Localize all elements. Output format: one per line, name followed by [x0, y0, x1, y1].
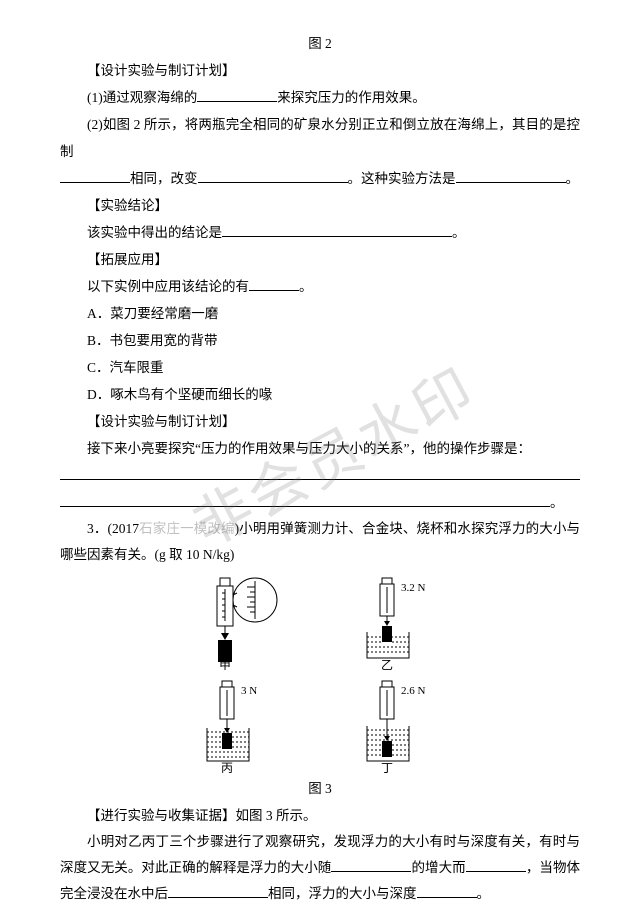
- q1-text-b: 来探究压力的作用效果。: [277, 90, 426, 105]
- blank: [417, 884, 477, 898]
- blank: [222, 224, 452, 238]
- section-collect-heading: 【进行实验与收集证据】如图 3 所示。: [60, 802, 580, 829]
- q3-source: 石家庄一模改编: [139, 521, 235, 536]
- option-d: D．啄木鸟有个坚硬而细长的喙: [60, 381, 580, 408]
- blank: [168, 884, 268, 898]
- section-design2-heading: 【设计实验与制订计划】: [60, 408, 580, 435]
- q3-text-a: 3．(2017: [87, 521, 139, 536]
- blank: [60, 467, 580, 481]
- conc-text-b: 。: [452, 225, 466, 240]
- fig2-caption: 图 2: [60, 30, 580, 57]
- label-ding: 丁: [381, 761, 393, 773]
- blank: [249, 278, 299, 292]
- label-bing-value: 3 N: [241, 685, 257, 697]
- q2-text-d: 。: [566, 171, 580, 186]
- figure-yi: 3.2 N 乙: [355, 575, 445, 670]
- question-2-line2: 相同，改变 。这种实验方法是 。: [60, 165, 580, 192]
- label-ding-value: 2.6 N: [401, 685, 426, 697]
- p-last-b: 的增大而: [411, 860, 465, 875]
- extend-line: 以下实例中应用该结论的有 。: [60, 273, 580, 300]
- next-step-blank-line2: 。: [60, 489, 580, 516]
- question-2-line1: (2)如图 2 所示，将两瓶完全相同的矿泉水分别正立和倒立放在海绵上，其目的是控…: [60, 111, 580, 165]
- next-step-blank-line: [60, 462, 580, 489]
- p-last-e: 。: [477, 886, 491, 901]
- q2-text-b: 相同，改变: [130, 171, 198, 186]
- blank: [60, 170, 130, 184]
- blank: [466, 858, 526, 872]
- figure-jia: 甲: [195, 575, 285, 670]
- question-1: (1)通过观察海绵的 来探究压力的作用效果。: [60, 84, 580, 111]
- option-c: C．汽车限重: [60, 354, 580, 381]
- label-jia: 甲: [219, 658, 231, 670]
- figure3-row1: 甲 3.2 N 乙: [60, 575, 580, 670]
- q1-text-a: (1)通过观察海绵的: [87, 90, 197, 105]
- blank: [456, 170, 566, 184]
- next-text-b: 。: [550, 495, 564, 510]
- ext-text-b: 。: [299, 279, 313, 294]
- section-extend-heading: 【拓展应用】: [60, 246, 580, 273]
- label-bing: 丙: [221, 761, 233, 773]
- q2-text-c: 。这种实验方法是: [348, 171, 456, 186]
- last-paragraph: 小明对乙丙丁三个步骤进行了观察研究，发现浮力的大小有时与深度有关，有时与深度又无…: [60, 829, 580, 906]
- blank: [198, 170, 348, 184]
- option-a: A．菜刀要经常磨一磨: [60, 300, 580, 327]
- p-last-d: 相同，浮力的大小与深度: [268, 886, 417, 901]
- conc-text-a: 该实验中得出的结论是: [87, 225, 222, 240]
- blank: [60, 494, 550, 508]
- next-step-text: 接下来小亮要探究“压力的作用效果与压力大小的关系”，他的操作步骤是：: [60, 435, 580, 462]
- blank: [331, 858, 411, 872]
- figure-bing: 3 N 丙: [195, 678, 285, 773]
- question-3: 3．(2017石家庄一模改编)小明用弹簧测力计、合金块、烧杯和水探究浮力的大小与…: [60, 516, 580, 567]
- option-b: B．书包要用宽的背带: [60, 327, 580, 354]
- section-design-heading: 【设计实验与制订计划】: [60, 57, 580, 84]
- label-yi-value: 3.2 N: [401, 582, 426, 594]
- blank: [197, 89, 277, 103]
- conclusion-line: 该实验中得出的结论是 。: [60, 219, 580, 246]
- label-yi: 乙: [381, 658, 393, 670]
- fig3-caption: 图 3: [60, 775, 580, 802]
- figure-ding: 2.6 N 丁: [355, 678, 445, 773]
- ext-text-a: 以下实例中应用该结论的有: [87, 279, 249, 294]
- section-conclusion-heading: 【实验结论】: [60, 192, 580, 219]
- figure3-row2: 3 N 丙 2.6 N 丁: [60, 678, 580, 773]
